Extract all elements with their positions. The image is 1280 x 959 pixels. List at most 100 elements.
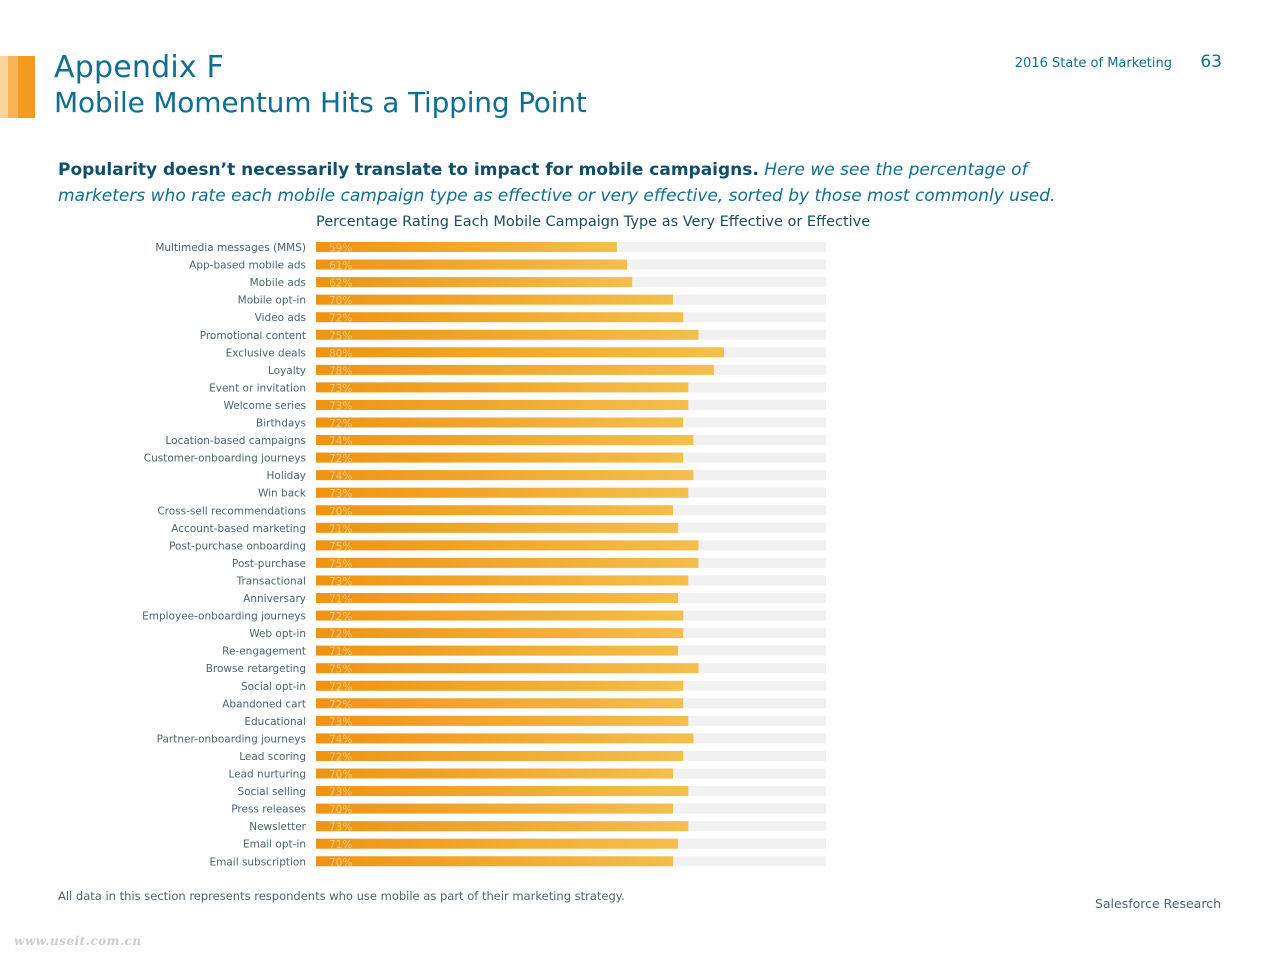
value-label: 74% (329, 734, 352, 746)
accent-bar (0, 56, 35, 118)
value-label: 73% (329, 576, 352, 588)
category-label: Post-purchase (232, 558, 306, 570)
intro-rest: Here we see the percentage of marketers … (58, 160, 1056, 206)
category-label: Lead scoring (239, 751, 306, 763)
bar (316, 821, 689, 832)
category-label: Employee-onboarding journeys (142, 611, 306, 623)
value-label: 74% (329, 471, 352, 483)
bar (316, 803, 673, 814)
category-label: Multimedia messages (MMS) (155, 242, 306, 254)
bar (316, 838, 679, 849)
category-label: App-based mobile ads (189, 260, 306, 272)
value-label: 72% (329, 699, 352, 711)
category-label: Video ads (255, 312, 306, 324)
value-label: 73% (329, 383, 352, 395)
bar (316, 470, 694, 481)
category-label: Loyalty (268, 365, 306, 377)
value-label: 61% (329, 260, 352, 272)
category-label: Exclusive deals (226, 347, 306, 359)
value-label: 72% (329, 418, 352, 430)
category-label: Mobile opt-in (238, 295, 306, 307)
bar (316, 242, 617, 252)
value-label: 73% (329, 822, 352, 834)
footnote: All data in this section represents resp… (58, 889, 625, 903)
category-label: Post-purchase onboarding (169, 540, 306, 552)
category-label: Educational (244, 716, 306, 728)
value-label: 75% (329, 541, 352, 553)
value-label: 78% (329, 365, 352, 377)
bar (316, 522, 679, 533)
bar (316, 768, 673, 779)
bar (316, 382, 689, 393)
category-label: Web opt-in (249, 628, 306, 640)
category-label: Email subscription (209, 856, 306, 868)
value-label: 70% (329, 506, 352, 518)
value-label: 73% (329, 488, 352, 500)
value-label: 73% (329, 400, 352, 412)
bar (316, 628, 684, 639)
value-label: 70% (329, 804, 352, 816)
bar (316, 417, 684, 428)
category-label: Social selling (238, 786, 306, 798)
value-label: 70% (329, 857, 352, 869)
category-label: Account-based marketing (171, 523, 306, 535)
value-label: 59% (329, 243, 352, 255)
category-label: Re-engagement (222, 646, 306, 658)
value-label: 75% (329, 558, 352, 570)
bar (316, 435, 694, 446)
value-label: 80% (329, 348, 352, 360)
value-label: 75% (329, 330, 352, 342)
bar (316, 715, 689, 726)
value-label: 70% (329, 769, 352, 781)
category-label: Newsletter (249, 821, 306, 833)
value-label: 72% (329, 751, 352, 763)
category-label: Mobile ads (250, 277, 306, 289)
accent-stripe-mid (8, 56, 18, 118)
bar (316, 575, 689, 586)
bar (316, 487, 689, 498)
value-label: 73% (329, 716, 352, 728)
category-label: Birthdays (256, 418, 306, 430)
bar (316, 698, 684, 709)
category-label: Email opt-in (243, 839, 306, 851)
value-label: 71% (329, 594, 352, 606)
bar (316, 645, 679, 656)
bar (316, 557, 699, 568)
bar (316, 399, 689, 410)
category-label: Anniversary (243, 593, 306, 605)
bar (316, 733, 694, 744)
category-label: Holiday (267, 470, 306, 482)
bar (316, 364, 714, 375)
value-label: 71% (329, 523, 352, 535)
value-label: 72% (329, 611, 352, 623)
value-label: 72% (329, 681, 352, 693)
bar (316, 593, 679, 603)
category-label: Browse retargeting (206, 663, 306, 675)
watermark: www.useit.com.cn (14, 934, 142, 948)
value-label: 72% (329, 453, 352, 465)
category-label: Abandoned cart (222, 698, 306, 710)
bar (316, 610, 684, 621)
category-label: Lead nurturing (228, 769, 306, 781)
value-label: 72% (329, 313, 352, 325)
value-label: 74% (329, 436, 352, 448)
accent-stripe-dark (18, 56, 35, 118)
accent-stripe-light (0, 56, 8, 118)
category-label: Win back (258, 488, 307, 500)
bar (316, 680, 684, 691)
value-label: 62% (329, 278, 352, 290)
category-label: Promotional content (200, 330, 306, 342)
category-label: Welcome series (224, 400, 306, 412)
value-label: 73% (329, 787, 352, 799)
intro-lead: Popularity doesn’t necessarily translate… (58, 160, 759, 180)
category-label: Press releases (231, 804, 306, 816)
bar (316, 856, 673, 867)
bar (316, 294, 673, 305)
bar (316, 452, 684, 463)
category-label: Partner-onboarding journeys (157, 733, 306, 745)
bar (316, 312, 684, 323)
page-number: 63 (1200, 52, 1222, 72)
page-subtitle: Mobile Momentum Hits a Tipping Point (54, 86, 587, 119)
bar (316, 347, 724, 358)
